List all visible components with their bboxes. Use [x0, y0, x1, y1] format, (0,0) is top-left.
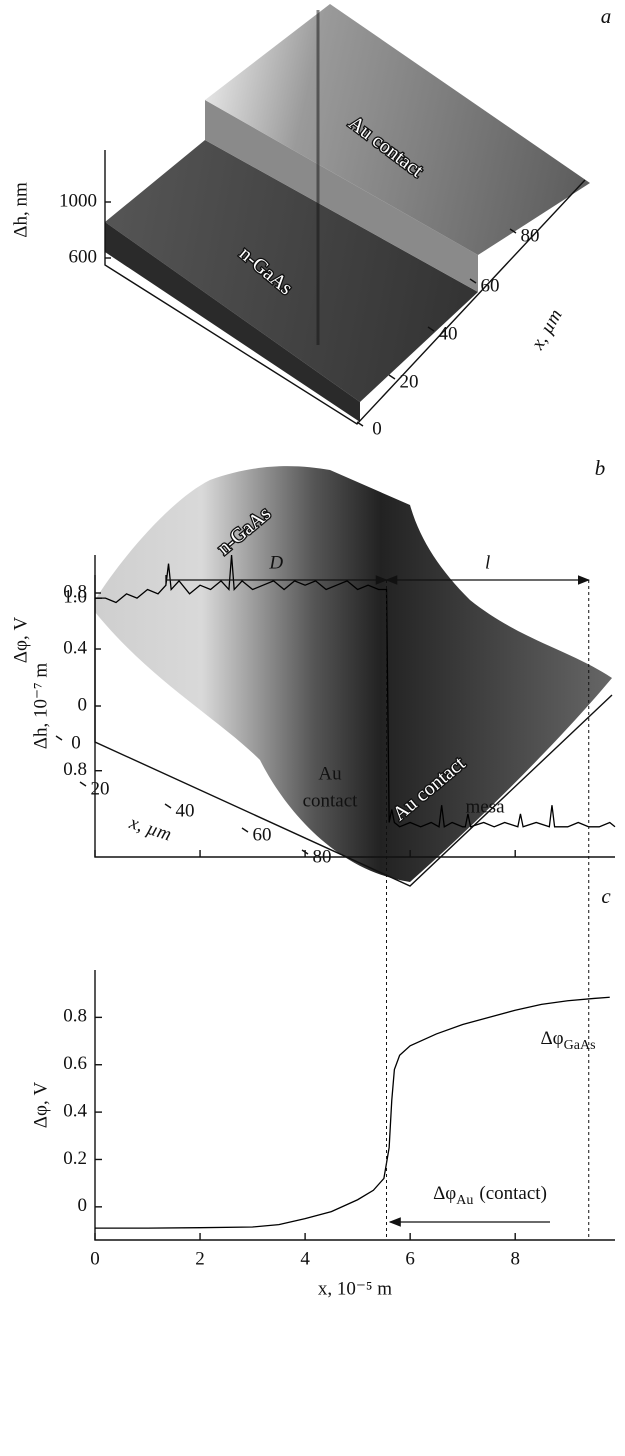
panel-label: b: [595, 456, 606, 480]
span-label: D: [268, 552, 283, 573]
annotation: Au: [318, 763, 342, 784]
x-tick: [427, 326, 435, 332]
axes-frame: [104, 150, 586, 425]
front-face: [105, 222, 360, 422]
x-tick-label: 20: [91, 778, 110, 799]
x-tick-label: 80: [521, 225, 540, 246]
y-tick-label: 1.0: [63, 587, 87, 608]
x-tick-label: 40: [176, 800, 195, 821]
y-tick-label: 0.6: [63, 1053, 87, 1074]
z-axis-label: Δh, nm: [10, 182, 31, 238]
x-tick-label: 60: [481, 275, 500, 296]
x-tick: [388, 374, 396, 380]
x-tick-label: 0: [372, 418, 382, 439]
z-tick-label: 600: [69, 246, 98, 267]
n-gaas-plane: [105, 140, 478, 402]
span-label: l: [485, 552, 490, 573]
x-axis-label: x, 10⁻⁵ m: [318, 1278, 392, 1299]
data-line: [95, 996, 610, 1229]
z-tick-label: 0: [78, 694, 88, 715]
x-tick: [469, 278, 477, 284]
data-line: [95, 554, 616, 828]
z-tick-label: 1000: [59, 190, 97, 211]
x-tick-label: 6: [405, 1248, 415, 1269]
y-axis-label: Δφ, V: [30, 1082, 51, 1129]
x-tick: [79, 781, 87, 787]
x-tick-label: 2: [195, 1248, 205, 1269]
x-axis-label: x, µm: [527, 306, 567, 354]
x-tick-label: 60: [253, 824, 272, 845]
x-tick-label: 0: [71, 732, 81, 753]
annotation-subscript: Au: [456, 1193, 473, 1208]
y-axis-label: Δh, 10⁻⁷ m: [30, 663, 51, 750]
x-tick: [164, 803, 172, 809]
x-tick-label: 4: [300, 1248, 310, 1269]
step-face: [205, 100, 478, 292]
annotation: ΔφGaAs: [540, 1028, 595, 1053]
au-plane: [205, 4, 590, 255]
annotation: ΔφAu (contact): [433, 1183, 547, 1208]
x-tick: [356, 421, 364, 427]
z-tick-label: 0.8: [63, 581, 87, 602]
annotation: contact: [303, 790, 359, 811]
surface: [95, 466, 612, 882]
panel-label: c: [601, 884, 611, 908]
x-tick-label: 40: [439, 323, 458, 344]
x-tick: [509, 228, 517, 234]
x-tick-label: 8: [510, 1248, 520, 1269]
x-tick: [241, 827, 249, 833]
y-tick-label: 0.8: [63, 759, 87, 780]
annotation-subscript: GaAs: [564, 1038, 596, 1053]
y-tick-label: 0.2: [63, 1148, 87, 1169]
annotation: mesa: [465, 796, 505, 817]
y-tick-label: 0: [78, 1195, 88, 1216]
x-tick: [55, 735, 63, 741]
annotation-symbol: Δφ: [433, 1183, 456, 1204]
y-tick-label: 0.4: [63, 1100, 87, 1121]
x-tick-label: 20: [400, 371, 419, 392]
x-axis-label: x, µm: [126, 812, 174, 845]
z-axis-label: Δφ, V: [10, 617, 31, 664]
z-tick-label: 0.4: [63, 637, 87, 658]
annotation-suffix: (contact): [479, 1183, 547, 1204]
y-tick-label: 0.8: [63, 1006, 87, 1027]
panel-label: a: [601, 4, 612, 28]
surface-a: [104, 4, 590, 425]
annotation-symbol: Δφ: [540, 1028, 563, 1049]
x-tick-label: 0: [90, 1248, 100, 1269]
